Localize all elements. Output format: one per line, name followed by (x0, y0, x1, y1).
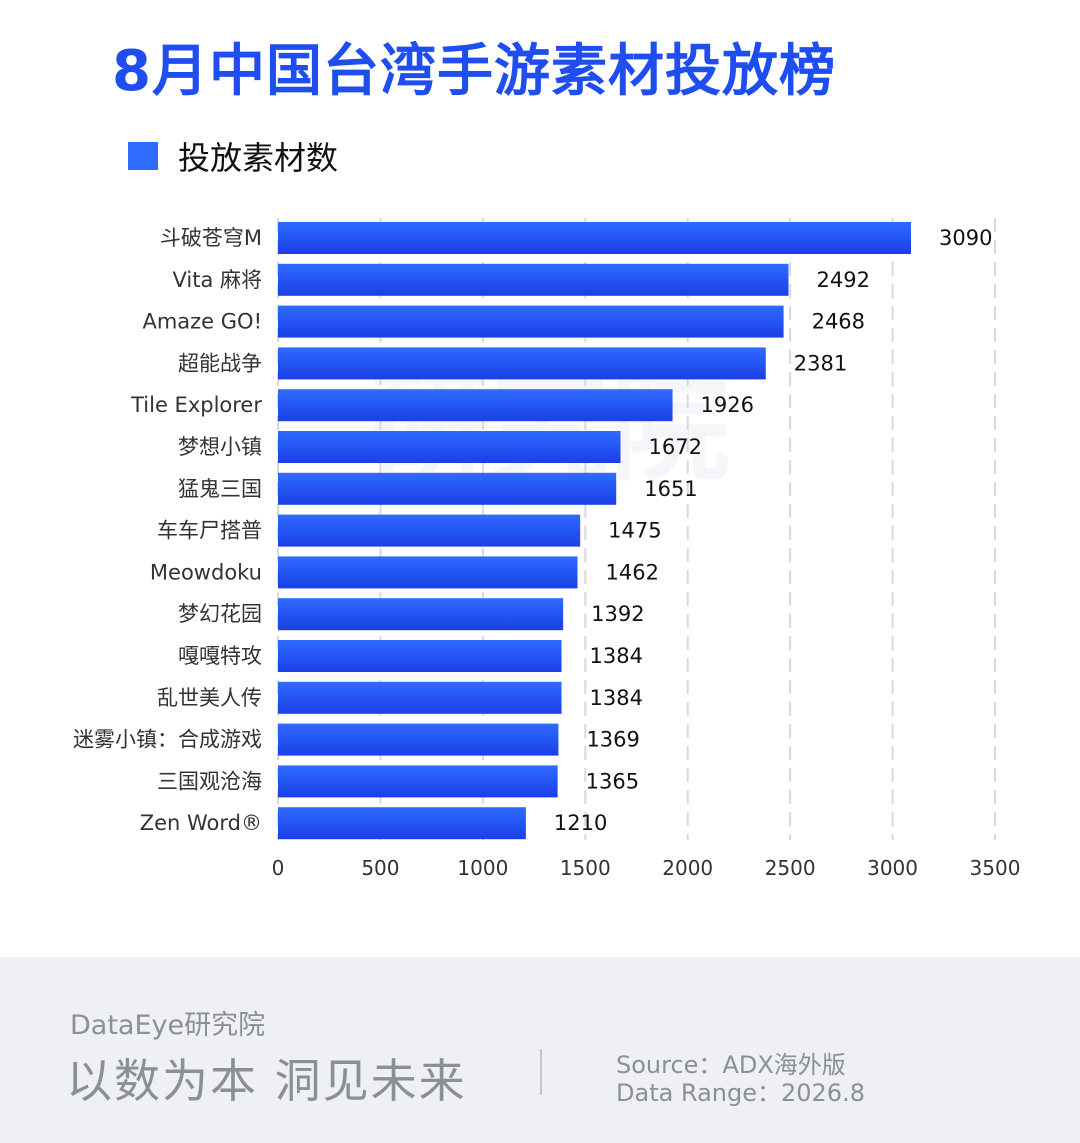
footer-brand: DataEye研究院 (70, 1010, 266, 1041)
bar (278, 765, 558, 798)
data-label: 1475 (608, 519, 661, 543)
data-label: 1672 (649, 435, 702, 459)
bar (278, 723, 559, 756)
x-tick-label: 1000 (457, 856, 508, 880)
bar (278, 514, 581, 547)
data-label: 1392 (591, 602, 644, 626)
data-label: 2468 (812, 310, 865, 334)
footer-source: Source：ADX海外版 (616, 1051, 846, 1079)
x-tick-label: 1500 (560, 856, 611, 880)
footer-slogan: 以数为本 洞见未来 (66, 1054, 467, 1108)
category-label: 斗破苍穹M (160, 226, 262, 250)
bar (278, 598, 564, 631)
bar (278, 263, 789, 296)
data-label: 1651 (644, 477, 697, 501)
bar (278, 472, 617, 505)
chart-title: 8月中国台湾手游素材投放榜 (112, 39, 836, 104)
legend-swatch (128, 142, 158, 170)
category-label: Zen Word® (140, 811, 262, 835)
data-label: 2381 (794, 351, 847, 375)
category-label: Meowdoku (150, 560, 262, 584)
category-label: Tile Explorer (130, 393, 262, 417)
bar-chart: 斗破苍穹M 3090 Vita 麻将 2492 Amaze GO! 2468 超能战争 238… (73, 218, 1021, 880)
data-label: 1365 (586, 769, 639, 793)
category-label: 车车尸搭普 (157, 519, 262, 543)
category-label: 嘎嘎特攻 (178, 644, 262, 668)
bar (278, 807, 526, 840)
bar (278, 347, 766, 380)
x-axis: 0 500 1000 1500 2000 2500 3000 3500 (272, 856, 1021, 880)
legend: 投放素材数 (128, 134, 338, 178)
bar (278, 431, 621, 463)
x-tick-label: 500 (361, 856, 399, 880)
data-label: 1926 (701, 393, 754, 417)
x-tick-label: 3500 (970, 856, 1021, 880)
category-label: 超能战争 (178, 351, 262, 375)
x-tick-label: 0 (272, 856, 285, 880)
category-label: Vita 麻将 (172, 268, 262, 292)
data-label: 1384 (590, 686, 643, 710)
category-label: 三国观沧海 (157, 769, 262, 793)
x-tick-label: 3000 (867, 856, 918, 880)
data-label: 1210 (554, 811, 607, 835)
category-label: 梦幻花园 (178, 602, 262, 626)
category-label: 乱世美人传 (157, 686, 262, 710)
data-label: 2492 (817, 268, 870, 292)
category-label: Amaze GO! (142, 310, 262, 334)
data-label: 3090 (939, 226, 992, 250)
data-label: 1369 (586, 728, 639, 752)
category-label: 梦想小镇 (178, 435, 262, 459)
bar (278, 389, 673, 422)
footer: DataEye研究院 以数为本 洞见未来 Source：ADX海外版 Data … (0, 957, 1080, 1143)
data-label: 1462 (606, 560, 659, 584)
footer-range: Data Range：2026.8 (616, 1079, 865, 1107)
data-label: 1384 (590, 644, 643, 668)
x-tick-label: 2500 (765, 856, 816, 880)
x-tick-label: 2000 (662, 856, 713, 880)
bar (278, 556, 578, 589)
legend-label: 投放素材数 (178, 139, 339, 177)
category-label: 猛鬼三国 (178, 477, 262, 501)
footer-divider (540, 1049, 542, 1095)
bar (278, 305, 784, 338)
bar (278, 222, 912, 254)
bars: 斗破苍穹M 3090 Vita 麻将 2492 Amaze GO! 2468 超能战争 238… (73, 222, 992, 840)
bar (278, 681, 562, 714)
category-label: 迷雾小镇：合成游戏 (73, 728, 262, 752)
bar (278, 640, 562, 672)
